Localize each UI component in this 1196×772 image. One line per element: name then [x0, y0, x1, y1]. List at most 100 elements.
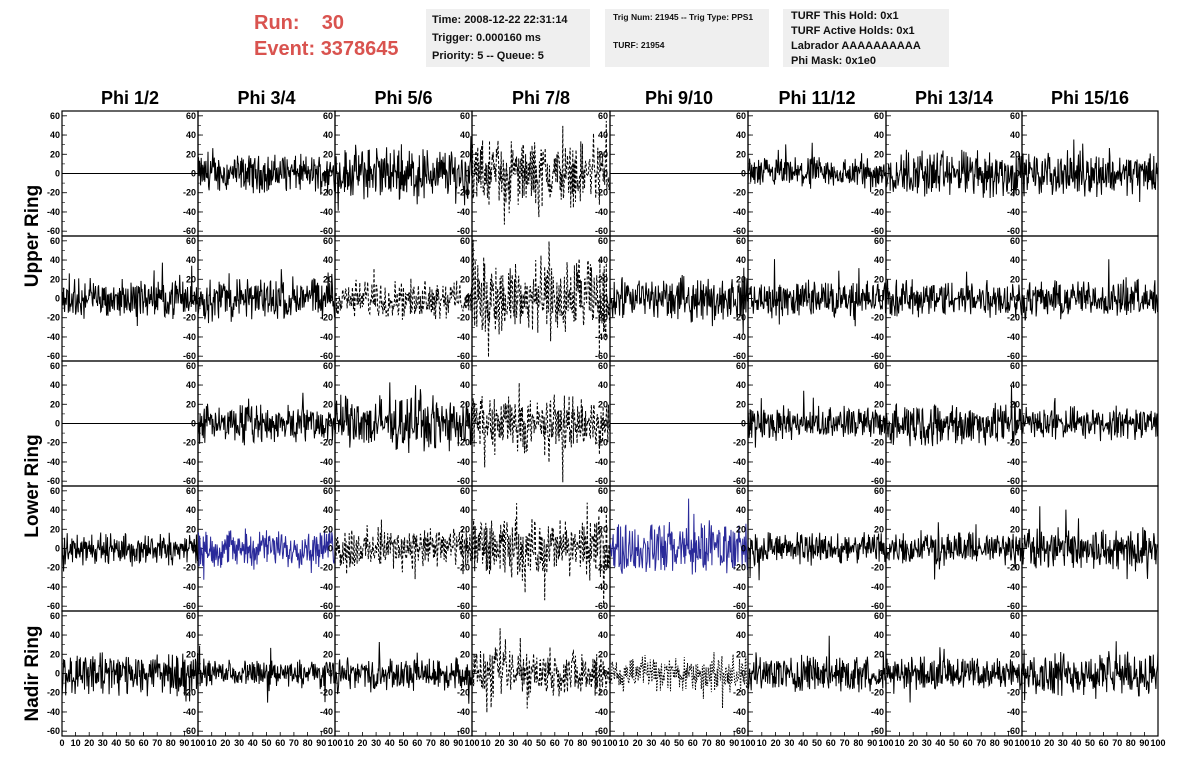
y-tick-label: 20 — [598, 149, 608, 159]
x-tick-label: 10 — [71, 738, 81, 748]
y-tick-label: -40 — [871, 207, 884, 217]
x-tick-label: 80 — [990, 738, 1000, 748]
x-tick-label: 30 — [371, 738, 381, 748]
x-tick-label: 10 — [207, 738, 217, 748]
y-tick-label: -40 — [871, 707, 884, 717]
x-tick-label: 100 — [464, 738, 479, 748]
x-tick-label: 100 — [1150, 738, 1165, 748]
y-tick-label: -40 — [457, 582, 470, 592]
y-tick-label: 20 — [323, 649, 333, 659]
x-tick-label: 90 — [729, 738, 739, 748]
y-tick-label: 0 — [1015, 419, 1020, 429]
y-tick-label: -40 — [733, 457, 746, 467]
y-tick-label: -40 — [595, 707, 608, 717]
waveform-trace-r4-c8 — [1021, 506, 1159, 580]
y-tick-label: 20 — [323, 399, 333, 409]
y-tick-label: -60 — [320, 351, 333, 361]
waveform-trace-r5-c8 — [1021, 641, 1159, 701]
y-tick-label: -60 — [733, 476, 746, 486]
waveform-trace-r2-c1 — [61, 262, 199, 327]
x-tick-label: 60 — [275, 738, 285, 748]
x-tick-label: 70 — [426, 738, 436, 748]
x-tick-label: 50 — [536, 738, 546, 748]
y-tick-label: 60 — [323, 361, 333, 371]
trig-num-text: Trig Num: 21945 -- Trig Type: PPS1 — [613, 12, 754, 22]
y-tick-label: 40 — [874, 380, 884, 390]
y-tick-label: -40 — [183, 582, 196, 592]
y-tick-label: 60 — [1010, 236, 1020, 246]
y-tick-label: 40 — [50, 380, 60, 390]
waveform-trace-r5-c3 — [334, 641, 473, 704]
y-tick-label: -40 — [1007, 707, 1020, 717]
y-tick-label: -40 — [47, 707, 60, 717]
run-value: 30 — [321, 12, 345, 34]
waveform-trace-r4-c2 — [197, 528, 336, 580]
y-tick-label: -40 — [320, 707, 333, 717]
event-row: Event: 3378645 — [254, 36, 399, 62]
y-tick-label: -60 — [871, 226, 884, 236]
y-tick-label: 60 — [460, 111, 470, 121]
y-tick-label: 40 — [50, 505, 60, 515]
y-tick-label: 0 — [1015, 669, 1020, 679]
trigger-text: Trigger: 0.000160 ms — [432, 32, 541, 44]
y-tick-label: 60 — [874, 361, 884, 371]
y-tick-label: -40 — [871, 457, 884, 467]
y-tick-label: -20 — [871, 563, 884, 573]
y-tick-label: -20 — [733, 313, 746, 323]
waveform-trace-r2-c4 — [471, 239, 611, 358]
y-tick-label: -20 — [1007, 313, 1020, 323]
waveform-trace-r5-c7 — [885, 647, 1023, 703]
y-tick-label: 40 — [1010, 130, 1020, 140]
waveform-trace-r2-c3 — [334, 268, 473, 320]
x-tick-label: 80 — [853, 738, 863, 748]
y-tick-label: 20 — [874, 524, 884, 534]
y-tick-label: 40 — [1010, 255, 1020, 265]
y-tick-label: -40 — [595, 457, 608, 467]
y-tick-label: 20 — [50, 649, 60, 659]
y-tick-label: -60 — [595, 476, 608, 486]
x-tick-label: 90 — [1139, 738, 1149, 748]
x-tick-label: 30 — [508, 738, 518, 748]
y-tick-label: -20 — [183, 563, 196, 573]
y-tick-label: 20 — [186, 649, 196, 659]
y-tick-label: -20 — [457, 188, 470, 198]
y-tick-label: 40 — [736, 130, 746, 140]
y-tick-label: 40 — [50, 630, 60, 640]
x-tick-label: 50 — [949, 738, 959, 748]
y-tick-label: -40 — [320, 457, 333, 467]
y-tick-label: -20 — [183, 313, 196, 323]
y-tick-label: 60 — [598, 611, 608, 621]
event-value: 3378645 — [320, 38, 399, 60]
y-tick-label: -60 — [457, 226, 470, 236]
waveform-trace-r3-c2 — [197, 392, 336, 446]
y-tick-label: -20 — [47, 438, 60, 448]
y-tick-label: -40 — [320, 207, 333, 217]
y-tick-label: 0 — [603, 544, 608, 554]
waveform-trace-r1-c3 — [334, 136, 473, 211]
y-tick-label: 40 — [598, 505, 608, 515]
waveform-trace-r3-c4 — [471, 382, 611, 483]
waveform-trace-r3-c6 — [747, 390, 887, 448]
x-tick-label: 30 — [1058, 738, 1068, 748]
column-header-1: Phi 1/2 — [101, 88, 159, 108]
x-tick-label: 80 — [166, 738, 176, 748]
y-tick-label: 40 — [736, 630, 746, 640]
y-tick-label: 40 — [874, 505, 884, 515]
waveform-trace-r5-c2 — [197, 645, 336, 703]
y-tick-label: -60 — [183, 601, 196, 611]
x-tick-label: 0 — [59, 738, 64, 748]
y-tick-label: 0 — [741, 294, 746, 304]
y-tick-label: -20 — [595, 313, 608, 323]
y-tick-label: -20 — [871, 313, 884, 323]
y-tick-label: -20 — [320, 438, 333, 448]
y-tick-label: 40 — [186, 630, 196, 640]
y-tick-label: -20 — [1007, 563, 1020, 573]
x-tick-label: 50 — [1085, 738, 1095, 748]
y-tick-label: -40 — [733, 582, 746, 592]
x-tick-label: 20 — [220, 738, 230, 748]
y-tick-label: -20 — [183, 688, 196, 698]
waveform-trace-r4-c5 — [609, 498, 749, 575]
y-tick-label: -20 — [1007, 688, 1020, 698]
y-tick-label: -20 — [871, 688, 884, 698]
y-tick-label: 40 — [736, 505, 746, 515]
